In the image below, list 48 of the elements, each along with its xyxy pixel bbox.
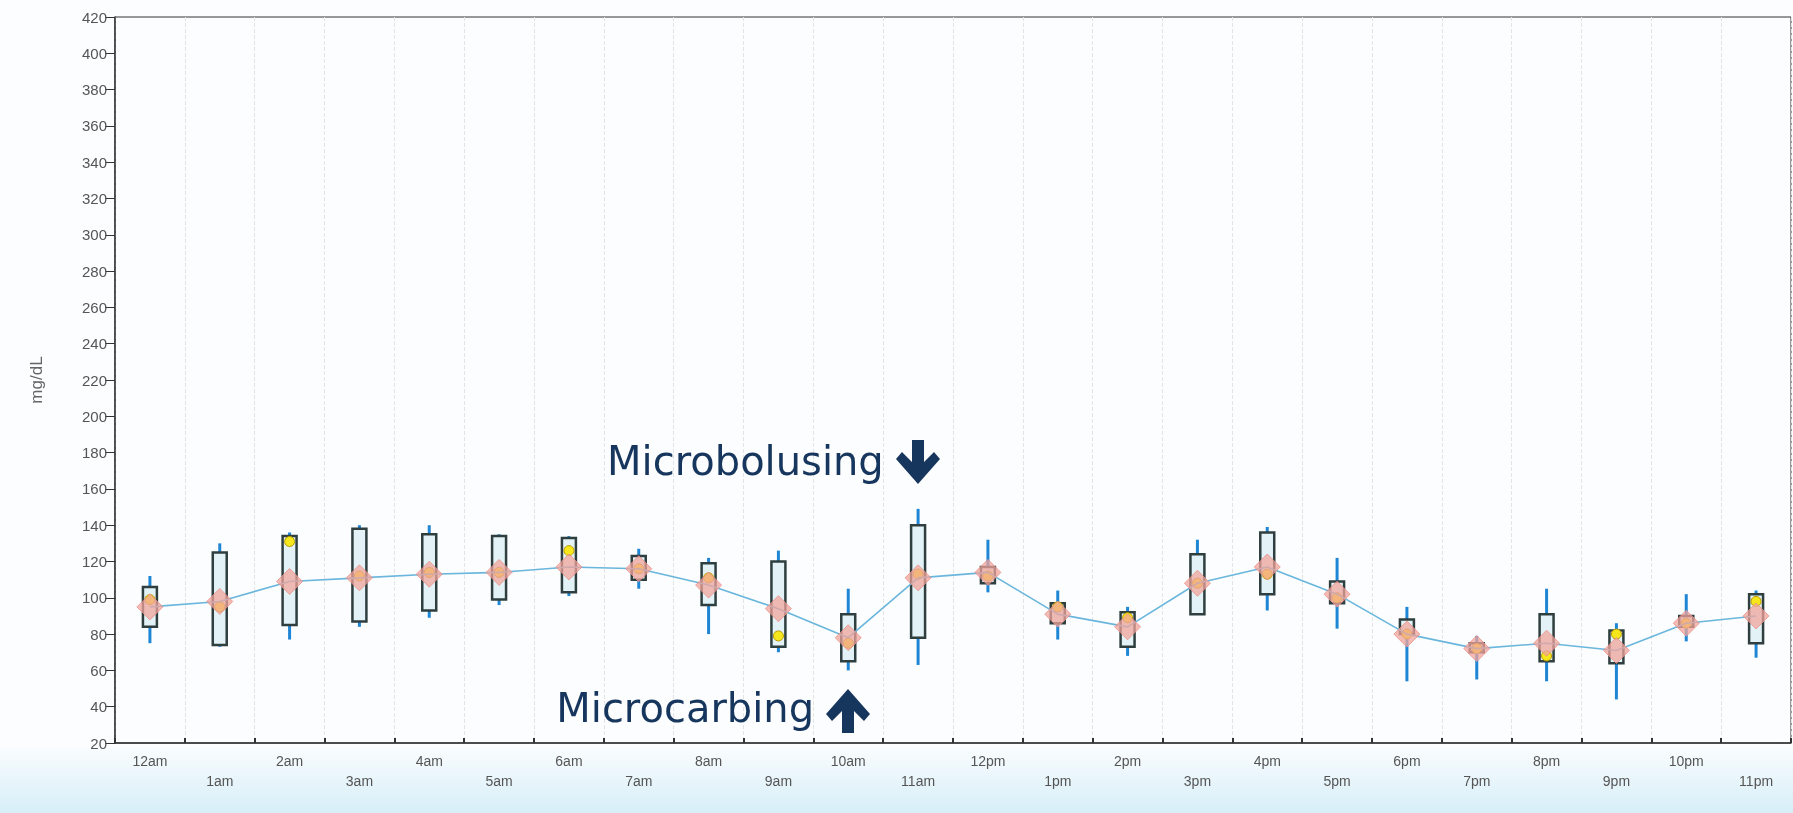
y-tick-label: 340	[81, 153, 107, 171]
x-tick-label: 4pm	[1253, 753, 1281, 769]
x-tick-label: 6am	[555, 753, 583, 769]
annotation: Microbolusing	[607, 438, 884, 485]
x-tick-label: 7pm	[1463, 773, 1491, 789]
y-tick-label: 320	[81, 190, 107, 207]
y-tick-label: 360	[81, 117, 107, 135]
x-tick-label: 10pm	[1668, 753, 1704, 769]
y-tick-label: 380	[81, 81, 107, 99]
x-tick-label: 9pm	[1602, 773, 1631, 789]
x-tick-label: 3am	[345, 773, 374, 789]
y-axis-title: mg/dL	[27, 356, 46, 404]
x-tick-label: 2am	[275, 753, 304, 769]
x-tick-label: 7am	[625, 773, 653, 789]
x-tick-label: 4am	[415, 753, 443, 769]
y-tick-label: 220	[81, 371, 107, 389]
x-tick-label: 5am	[485, 773, 513, 789]
y-tick-label: 60	[90, 661, 107, 679]
y-tick-label: 80	[90, 625, 107, 643]
x-tick-label: 9am	[764, 773, 793, 789]
x-tick-label: 2pm	[1113, 753, 1142, 769]
y-tick-label: 160	[81, 480, 107, 498]
y-tick-label: 300	[81, 226, 107, 244]
y-tick-label: 260	[81, 298, 107, 316]
y-tick-label: 20	[90, 734, 107, 752]
y-tick-label: 140	[81, 516, 107, 534]
y-tick-label: 420	[81, 8, 107, 26]
y-tick-label: 40	[90, 698, 107, 716]
y-tick-label: 120	[81, 553, 107, 570]
x-tick-label: 10am	[830, 753, 866, 769]
y-tick-label: 200	[81, 407, 107, 425]
x-tick-label: 1pm	[1044, 773, 1072, 789]
x-tick-label: 8am	[694, 753, 723, 769]
x-tick-label: 8pm	[1532, 753, 1561, 769]
x-tick-label: 6pm	[1393, 753, 1421, 769]
annotation: Microcarbing	[556, 685, 815, 732]
y-tick-label: 100	[81, 589, 107, 607]
y-tick-label: 240	[81, 335, 107, 353]
x-tick-label: 5pm	[1323, 773, 1351, 789]
x-tick-label: 11pm	[1739, 773, 1774, 789]
x-tick-label: 11am	[901, 773, 936, 789]
x-tick-label: 3pm	[1183, 773, 1212, 789]
y-tick-label: 400	[81, 44, 107, 62]
y-tick-label: 180	[81, 444, 107, 462]
x-tick-label: 12pm	[970, 753, 1006, 769]
x-tick-label: 12am	[132, 753, 168, 769]
y-tick-label: 280	[81, 262, 107, 280]
x-tick-label: 1am	[206, 773, 234, 789]
